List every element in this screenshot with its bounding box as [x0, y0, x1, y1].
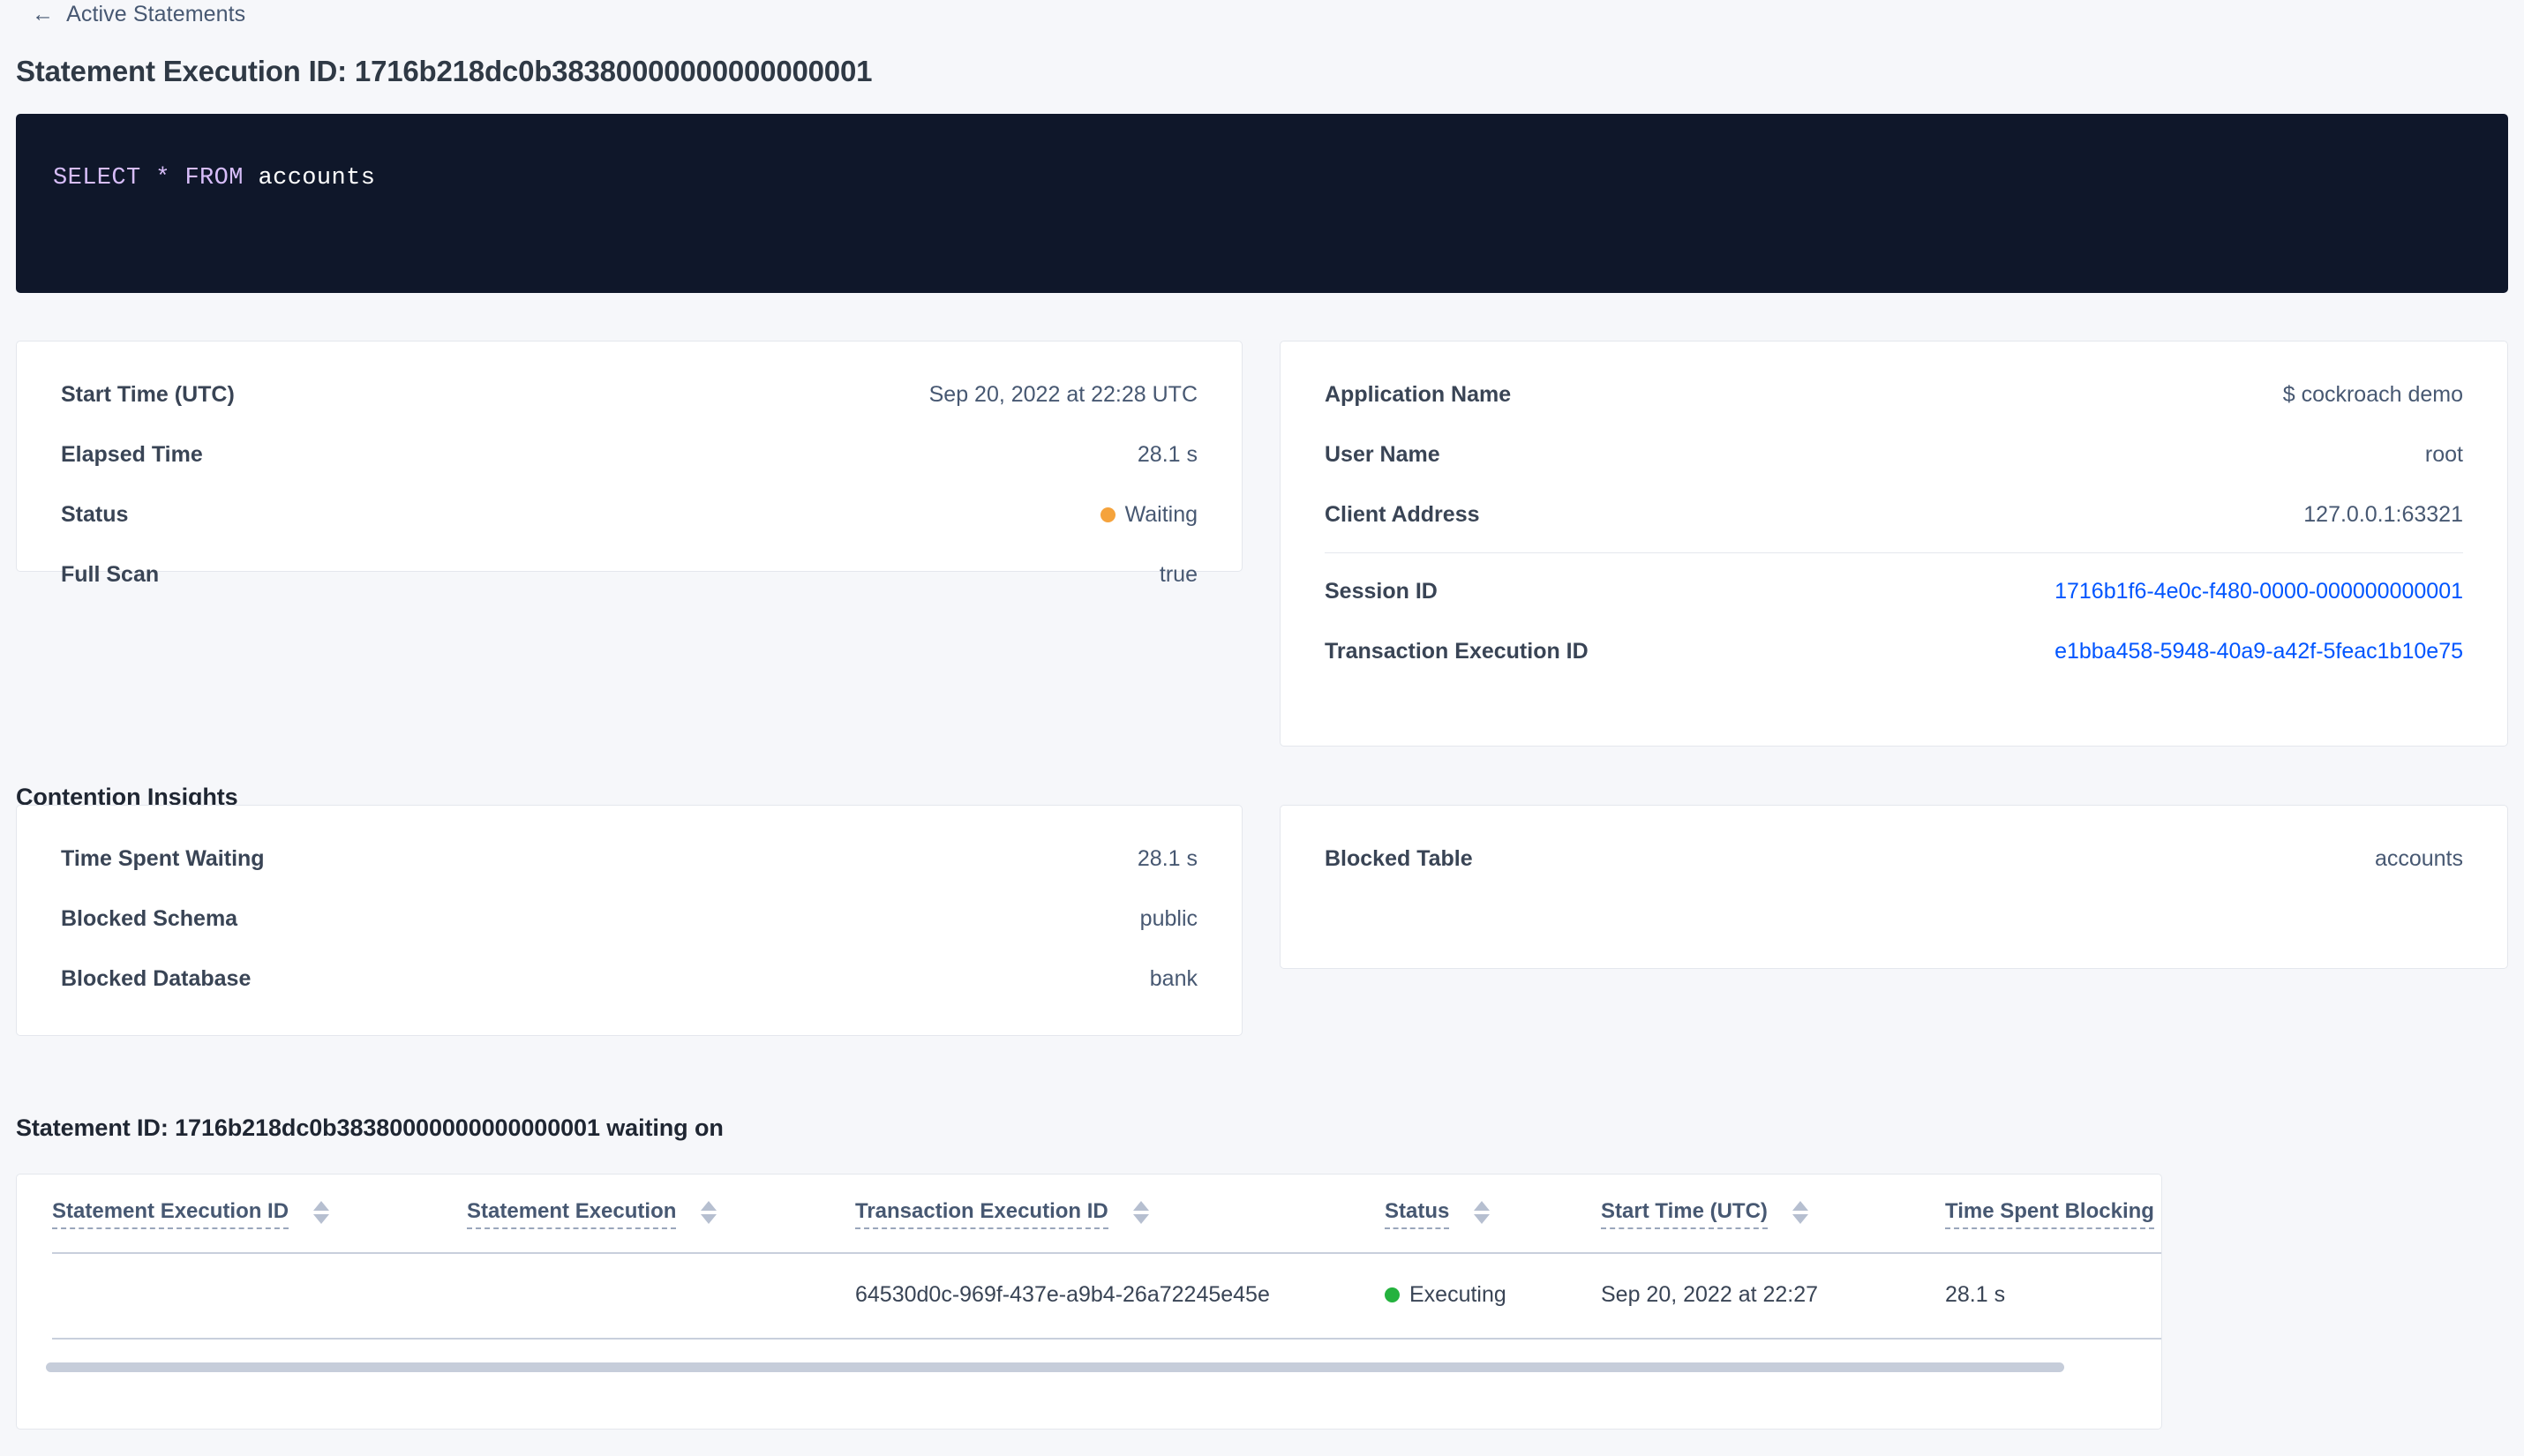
cell-time-spent-blocking: 28.1 s — [1945, 1253, 2161, 1340]
column-header-label[interactable]: Statement Execution — [467, 1199, 677, 1229]
kv-row-blocked-table: Blocked Table accounts — [1325, 829, 2463, 889]
kv-key: Session ID — [1325, 578, 1438, 604]
sql-keyword-from: FROM — [184, 165, 244, 191]
transaction-execution-id-link[interactable]: e1bba458-5948-40a9-a42f-5feac1b10e75 — [2055, 638, 2463, 664]
kv-value: true — [1159, 561, 1198, 587]
table-row[interactable]: 64530d0c-969f-437e-a9b4-26a72245e45e Exe… — [52, 1253, 2161, 1340]
kv-row-client-address: Client Address 127.0.0.1:63321 — [1325, 484, 2463, 544]
status-badge: Waiting — [1100, 502, 1198, 528]
column-header-label[interactable]: Statement Execution ID — [52, 1199, 289, 1229]
table-horizontal-scrollbar[interactable] — [46, 1362, 2064, 1372]
kv-key: Blocked Database — [61, 965, 252, 991]
sort-toggle-icon[interactable] — [1792, 1201, 1808, 1224]
cell-statement-execution-id — [52, 1253, 467, 1340]
kv-row-session-id: Session ID 1716b1f6-4e0c-f480-0000-00000… — [1325, 561, 2463, 621]
session-id-link[interactable]: 1716b1f6-4e0c-f480-0000-000000000001 — [2055, 578, 2463, 604]
kv-value: bank — [1149, 965, 1198, 991]
kv-value: public — [1139, 905, 1198, 931]
arrow-left-icon: ← — [32, 2, 55, 26]
kv-key: Full Scan — [61, 561, 160, 587]
kv-value: $ cockroach demo — [2282, 381, 2463, 407]
back-to-active-statements-link[interactable]: ← Active Statements — [32, 2, 245, 27]
kv-row-user-name: User Name root — [1325, 424, 2463, 484]
kv-row-time-spent-waiting: Time Spent Waiting 28.1 s — [61, 829, 1198, 889]
kv-row-transaction-execution-id: Transaction Execution ID e1bba458-5948-4… — [1325, 621, 2463, 681]
kv-key: Elapsed Time — [61, 441, 203, 467]
sort-toggle-icon[interactable] — [1474, 1201, 1491, 1224]
waiting-on-heading: Statement ID: 1716b218dc0b38380000000000… — [16, 1115, 724, 1141]
status-dot-executing-icon — [1385, 1287, 1400, 1302]
cell-statement-execution — [467, 1253, 855, 1340]
column-header-status[interactable]: Status — [1385, 1199, 1601, 1254]
status-dot-waiting-icon — [1100, 507, 1116, 522]
column-header-time-spent-blocking[interactable]: Time Spent Blocking — [1945, 1199, 2161, 1254]
kv-value: Sep 20, 2022 at 22:28 UTC — [928, 381, 1198, 407]
kv-key: Transaction Execution ID — [1325, 638, 1589, 664]
kv-key: Status — [61, 501, 129, 527]
column-header-label[interactable]: Time Spent Blocking — [1945, 1199, 2154, 1229]
kv-value: 127.0.0.1:63321 — [2303, 501, 2463, 527]
page-title: Statement Execution ID: 1716b218dc0b3838… — [16, 55, 873, 87]
kv-key: Blocked Table — [1325, 845, 1473, 871]
column-header-statement-execution[interactable]: Statement Execution — [467, 1199, 855, 1254]
column-header-statement-execution-id[interactable]: Statement Execution ID — [52, 1199, 467, 1254]
kv-row-blocked-database: Blocked Database bank — [61, 949, 1198, 1009]
kv-key: User Name — [1325, 441, 1440, 467]
status-label: Executing — [1409, 1282, 1506, 1307]
column-header-transaction-execution-id[interactable]: Transaction Execution ID — [855, 1199, 1385, 1254]
kv-row-application-name: Application Name $ cockroach demo — [1325, 364, 2463, 424]
sql-keyword-select: SELECT — [53, 165, 141, 191]
kv-row-full-scan: Full Scan true — [61, 544, 1198, 604]
column-header-label[interactable]: Status — [1385, 1199, 1450, 1229]
kv-value: 28.1 s — [1137, 441, 1198, 467]
cell-transaction-execution-id: 64530d0c-969f-437e-a9b4-26a72245e45e — [855, 1253, 1385, 1340]
sort-toggle-icon[interactable] — [1132, 1201, 1149, 1224]
column-header-start-time[interactable]: Start Time (UTC) — [1601, 1199, 1945, 1254]
kv-value: 28.1 s — [1137, 845, 1198, 871]
sql-statement-code-block: SELECT * FROM accounts — [16, 114, 2508, 293]
kv-key: Client Address — [1325, 501, 1480, 527]
sql-statement-text: SELECT * FROM accounts — [53, 165, 375, 191]
cell-status: Executing — [1385, 1253, 1601, 1340]
sort-toggle-icon[interactable] — [701, 1201, 717, 1224]
table-header-row: Statement Execution ID Statement Executi… — [52, 1199, 2161, 1254]
sql-identifier-table: accounts — [258, 165, 376, 191]
kv-row-blocked-schema: Blocked Schema public — [61, 889, 1198, 949]
column-header-label[interactable]: Transaction Execution ID — [855, 1199, 1108, 1229]
kv-key: Application Name — [1325, 381, 1512, 407]
contention-insights-card: Time Spent Waiting 28.1 s Blocked Schema… — [16, 805, 1243, 1036]
kv-key: Blocked Schema — [61, 905, 238, 931]
session-details-card: Application Name $ cockroach demo User N… — [1280, 341, 2508, 747]
back-link-label: Active Statements — [66, 2, 246, 26]
column-header-label[interactable]: Start Time (UTC) — [1601, 1199, 1768, 1229]
waiting-on-table-card: Statement Execution ID Statement Executi… — [16, 1174, 2162, 1430]
blocked-table-card: Blocked Table accounts — [1280, 805, 2508, 969]
sql-star-icon: * — [155, 165, 170, 191]
kv-key: Start Time (UTC) — [61, 381, 235, 407]
kv-value: accounts — [2374, 845, 2463, 871]
card-divider — [1325, 552, 2463, 553]
kv-key: Time Spent Waiting — [61, 845, 265, 871]
kv-row-start-time: Start Time (UTC) Sep 20, 2022 at 22:28 U… — [61, 364, 1198, 424]
kv-row-status: Status Waiting — [61, 484, 1198, 544]
waiting-on-table: Statement Execution ID Statement Executi… — [52, 1199, 2161, 1340]
cell-start-time: Sep 20, 2022 at 22:27 — [1601, 1253, 1945, 1340]
sort-toggle-icon[interactable] — [313, 1201, 330, 1224]
status-label: Waiting — [1124, 501, 1198, 527]
kv-row-elapsed-time: Elapsed Time 28.1 s — [61, 424, 1198, 484]
kv-value: root — [2424, 441, 2463, 467]
statement-overview-card: Start Time (UTC) Sep 20, 2022 at 22:28 U… — [16, 341, 1243, 587]
